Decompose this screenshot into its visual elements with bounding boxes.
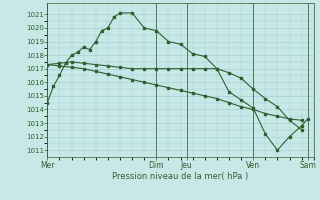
X-axis label: Pression niveau de la mer( hPa ): Pression niveau de la mer( hPa ) xyxy=(112,172,249,181)
